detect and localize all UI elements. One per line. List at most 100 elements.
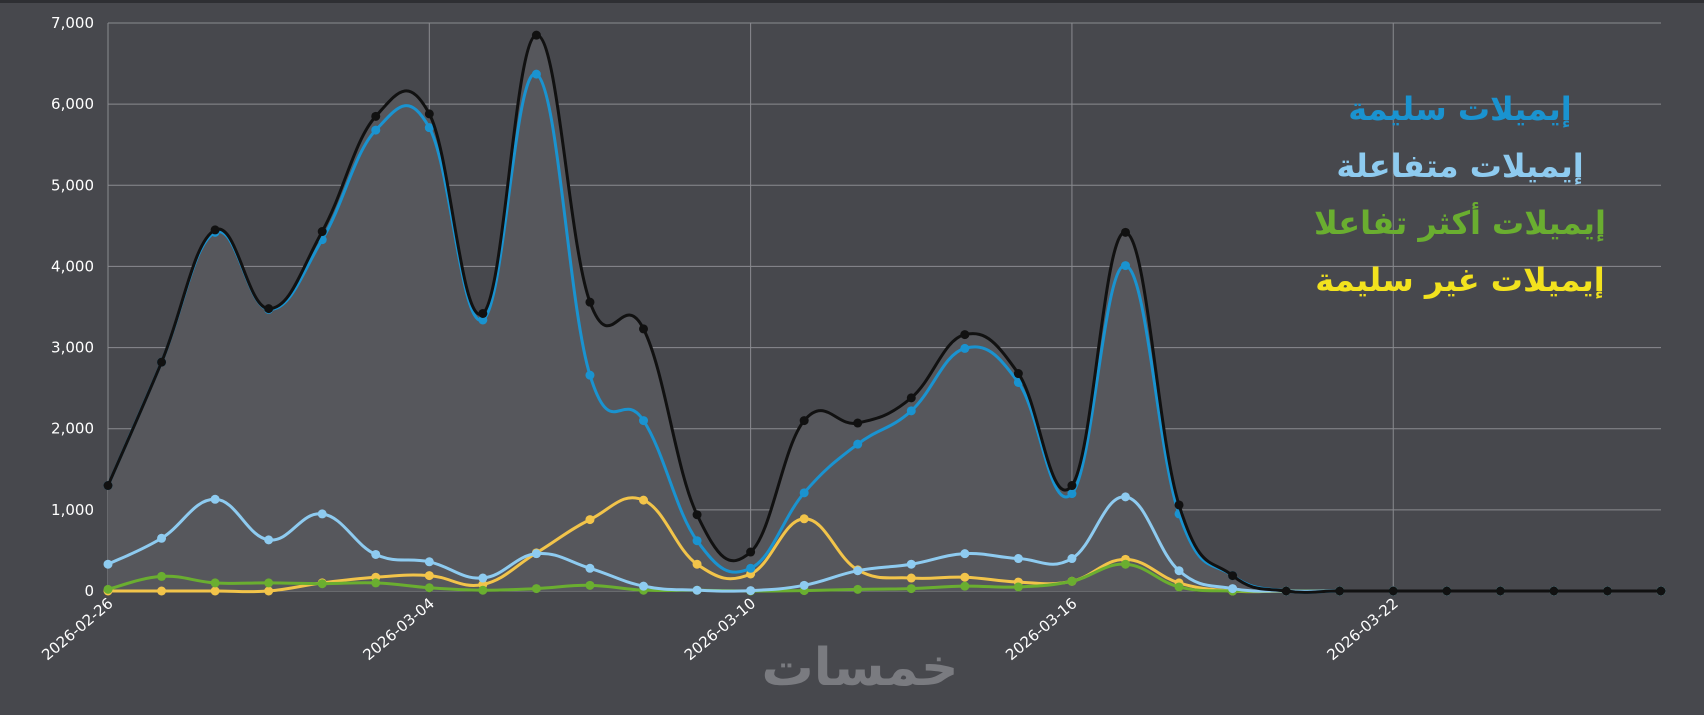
- point: [1174, 566, 1184, 576]
- point: [157, 357, 167, 367]
- point: [585, 580, 595, 590]
- point: [478, 573, 488, 583]
- y-tick-label: 5,000: [51, 176, 94, 194]
- point: [799, 580, 809, 590]
- point: [585, 370, 595, 380]
- point: [639, 581, 649, 591]
- point: [639, 416, 649, 426]
- y-tick-label: 3,000: [51, 339, 94, 357]
- point: [906, 559, 916, 569]
- legend-entry: إيميلات سليمة: [1348, 90, 1572, 129]
- watermark: خمسات: [761, 638, 958, 698]
- point: [1174, 582, 1184, 592]
- point: [157, 571, 167, 581]
- point: [1120, 559, 1130, 569]
- point: [371, 125, 381, 135]
- point: [906, 584, 916, 594]
- point: [692, 585, 702, 595]
- point: [746, 586, 756, 596]
- point: [210, 494, 220, 504]
- y-tick-label: 6,000: [51, 95, 94, 113]
- point: [531, 584, 541, 594]
- point: [424, 123, 434, 133]
- top-border: [0, 0, 1704, 3]
- point: [1281, 586, 1291, 596]
- point: [157, 586, 167, 596]
- point: [960, 581, 970, 591]
- point: [371, 111, 381, 121]
- point: [478, 585, 488, 595]
- point: [1067, 481, 1077, 491]
- point: [264, 586, 274, 596]
- point: [1228, 571, 1238, 581]
- point: [531, 69, 541, 79]
- point: [1013, 377, 1023, 387]
- point: [639, 324, 649, 334]
- point: [585, 515, 595, 525]
- point: [317, 579, 327, 589]
- point: [1228, 584, 1238, 594]
- point: [906, 406, 916, 416]
- point: [371, 549, 381, 559]
- point: [1495, 586, 1505, 596]
- point: [853, 418, 863, 428]
- y-tick-label: 7,000: [51, 14, 94, 32]
- point: [478, 308, 488, 318]
- point: [799, 488, 809, 498]
- legend-entry: إيميلات غير سليمة: [1315, 261, 1605, 300]
- point: [1335, 586, 1345, 596]
- point: [264, 578, 274, 588]
- point: [585, 297, 595, 307]
- point: [157, 533, 167, 543]
- point: [1174, 500, 1184, 510]
- point: [1067, 554, 1077, 564]
- point: [639, 495, 649, 505]
- x-tick-label: 2026-03-04: [360, 594, 438, 664]
- point: [103, 559, 113, 569]
- x-tick-label: 2026-03-22: [1323, 594, 1401, 664]
- point: [799, 514, 809, 524]
- point: [210, 225, 220, 235]
- point: [1549, 586, 1559, 596]
- point: [692, 559, 702, 569]
- point: [103, 584, 113, 594]
- point: [531, 30, 541, 40]
- point: [1120, 261, 1130, 271]
- point: [1013, 369, 1023, 379]
- y-tick-label: 1,000: [51, 501, 94, 519]
- point: [960, 330, 970, 340]
- point: [424, 557, 434, 567]
- legend-entry: إيميلات أكثر تفاعلا: [1314, 202, 1606, 243]
- y-tick-label: 0: [84, 582, 94, 600]
- point: [585, 563, 595, 573]
- y-tick-label: 4,000: [51, 257, 94, 275]
- point: [424, 583, 434, 593]
- point: [317, 227, 327, 237]
- point: [317, 509, 327, 519]
- legend-entry: إيميلات متفاعلة: [1336, 147, 1583, 186]
- point: [1602, 586, 1612, 596]
- point: [371, 578, 381, 588]
- point: [853, 566, 863, 576]
- point: [692, 510, 702, 520]
- point: [478, 315, 488, 325]
- point: [746, 547, 756, 557]
- x-tick-label: 2026-02-26: [38, 594, 116, 664]
- point: [264, 304, 274, 314]
- y-tick-label: 2,000: [51, 420, 94, 438]
- point: [210, 578, 220, 588]
- point: [960, 549, 970, 559]
- point: [1067, 489, 1077, 499]
- point: [853, 439, 863, 449]
- point: [424, 109, 434, 119]
- point: [1656, 586, 1666, 596]
- point: [1120, 492, 1130, 502]
- point: [264, 535, 274, 545]
- point: [1442, 586, 1452, 596]
- point: [1067, 576, 1077, 586]
- point: [424, 571, 434, 581]
- x-tick-label: 2026-03-16: [1002, 594, 1080, 664]
- point: [1388, 586, 1398, 596]
- point: [906, 393, 916, 403]
